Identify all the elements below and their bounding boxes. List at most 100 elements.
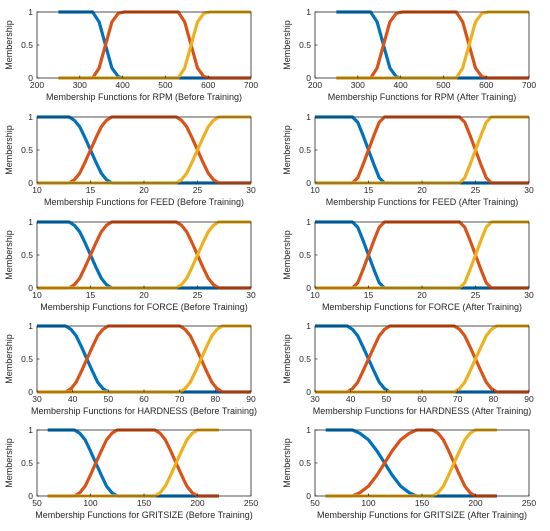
mf-curve-3 (325, 428, 497, 498)
x-tick-label: 50 (32, 498, 42, 508)
y-axis-label: Membership (4, 230, 14, 280)
x-tick-label: 100 (83, 498, 97, 508)
y-axis-label: Membership (282, 125, 292, 175)
x-tick-label: 30 (524, 185, 534, 195)
x-tick-label: 40 (346, 394, 356, 404)
x-tick-label: 50 (310, 498, 320, 508)
subplot-3: 10 15 20 25 30 0 0.5 1 Membership Functions for … (4, 112, 256, 207)
mf-curve-2 (37, 324, 251, 394)
y-tick-label: 0 (28, 491, 33, 501)
mf-curve-1 (37, 324, 251, 394)
y-tick-label: 0.5 (299, 458, 311, 468)
axes-box (36, 221, 252, 289)
x-tick-label: 250 (522, 498, 536, 508)
mf-curve-3 (37, 115, 251, 185)
y-axis-label: Membership (4, 334, 14, 384)
subplot-5: 10 15 20 25 30 0 0.5 1 Membership Functions for … (4, 217, 256, 312)
x-tick-label: 30 (246, 185, 256, 195)
y-axis-label: Membership (282, 334, 292, 384)
mf-curve-3 (58, 10, 251, 80)
axes-box (314, 11, 530, 79)
x-tick-label: 70 (453, 394, 463, 404)
mf-curve-2 (315, 324, 529, 394)
x-axis-label: Membership Functions for GRITSIZE (After… (317, 510, 527, 520)
x-tick-label: 15 (364, 185, 374, 195)
x-tick-label: 90 (246, 394, 256, 404)
y-tick-label: 0.5 (21, 145, 33, 155)
subplot-2: 200 300 400 500 600 700 0 0.5 1 Membership Functi… (282, 7, 536, 102)
x-tick-label: 40 (68, 394, 78, 404)
axes-box (36, 325, 252, 393)
axes-box (36, 116, 252, 184)
x-tick-label: 150 (415, 498, 429, 508)
y-tick-label: 1 (28, 112, 33, 122)
x-tick-label: 15 (364, 290, 374, 300)
x-tick-label: 600 (201, 80, 215, 90)
y-tick-label: 1 (306, 321, 311, 331)
y-tick-label: 0.5 (21, 40, 33, 50)
x-tick-label: 25 (471, 185, 481, 195)
x-tick-label: 10 (32, 290, 42, 300)
mf-curve-3 (47, 428, 219, 498)
x-tick-label: 30 (32, 394, 42, 404)
mf-curve-3 (37, 324, 251, 394)
subplot-7: 30 40 50 60 70 80 90 0 0.5 1 Membership Functions … (4, 321, 257, 416)
y-tick-label: 1 (306, 425, 311, 435)
y-tick-label: 0 (306, 73, 311, 83)
x-tick-label: 15 (86, 290, 96, 300)
mf-curve-3 (37, 220, 251, 290)
y-tick-label: 1 (28, 7, 33, 17)
x-tick-label: 80 (489, 394, 499, 404)
x-tick-label: 25 (193, 185, 203, 195)
x-axis-label: Membership Functions for HARDNESS (After… (313, 406, 532, 416)
x-tick-label: 700 (244, 80, 258, 90)
mf-curve-3 (315, 115, 529, 185)
x-tick-label: 500 (158, 80, 172, 90)
mf-curve-2 (315, 115, 529, 185)
y-tick-label: 0.5 (21, 250, 33, 260)
x-tick-label: 400 (394, 80, 408, 90)
y-tick-label: 0 (306, 387, 311, 397)
axes-box (314, 325, 530, 393)
mf-curve-1 (37, 220, 251, 290)
x-tick-label: 60 (417, 394, 427, 404)
mf-curve-1 (315, 324, 529, 394)
y-tick-label: 0.5 (299, 145, 311, 155)
mf-curve-2 (37, 115, 251, 185)
x-tick-label: 300 (73, 80, 87, 90)
mf-curve-3 (336, 10, 529, 80)
x-axis-label: Membership Functions for FEED (Before Tr… (44, 197, 244, 207)
x-tick-label: 250 (244, 498, 258, 508)
mf-curve-1 (47, 428, 219, 498)
y-tick-label: 1 (306, 7, 311, 17)
y-tick-label: 0.5 (299, 250, 311, 260)
x-tick-label: 20 (139, 290, 149, 300)
mf-curve-1 (58, 10, 251, 80)
x-tick-label: 10 (32, 185, 42, 195)
y-axis-label: Membership (282, 20, 292, 70)
x-axis-label: Membership Functions for HARDNESS (Befor… (31, 406, 257, 416)
x-axis-label: Membership Functions for FEED (After Tra… (326, 197, 519, 207)
x-tick-label: 150 (137, 498, 151, 508)
x-tick-label: 50 (104, 394, 114, 404)
subplot-4: 10 15 20 25 30 0 0.5 1 Membership Functions for … (282, 112, 534, 207)
y-tick-label: 1 (306, 112, 311, 122)
mf-curve-2 (325, 428, 497, 498)
x-tick-label: 200 (308, 80, 322, 90)
y-tick-label: 0 (306, 283, 311, 293)
x-tick-label: 30 (246, 290, 256, 300)
x-tick-label: 20 (139, 185, 149, 195)
y-tick-label: 0.5 (299, 354, 311, 364)
mf-curve-1 (37, 115, 251, 185)
subplot-10: 50 100 150 200 250 0 0.5 1 Membership Functions … (282, 425, 536, 520)
x-tick-label: 80 (211, 394, 221, 404)
y-tick-label: 1 (28, 425, 33, 435)
y-axis-label: Membership (282, 438, 292, 488)
mf-curve-2 (58, 10, 251, 80)
mf-curve-2 (315, 220, 529, 290)
x-axis-label: Membership Functions for FORCE (Before T… (40, 302, 248, 312)
subplot-6: 10 15 20 25 30 0 0.5 1 Membership Functions for … (282, 217, 534, 312)
y-axis-label: Membership (282, 230, 292, 280)
x-tick-label: 10 (310, 290, 320, 300)
